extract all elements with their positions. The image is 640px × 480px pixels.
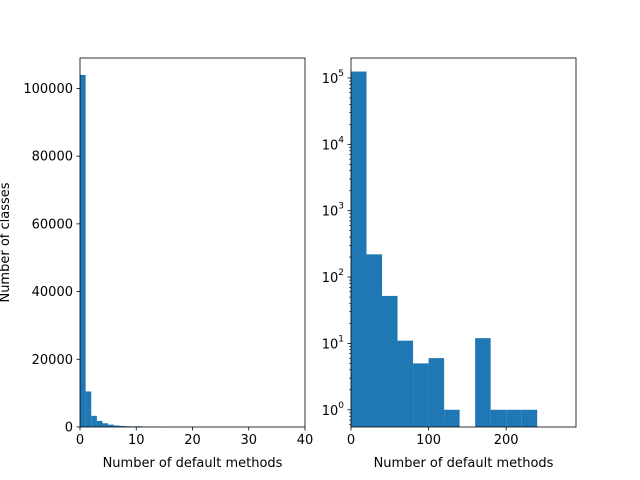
x-tick-label: 40 [297,433,314,448]
histogram-bar [113,425,120,427]
y-tick-label: 100000 [23,82,73,97]
right-x-axis-label: Number of default methods [374,456,554,471]
x-tick-label: 30 [240,433,257,448]
y-tick-label: 100 [322,401,345,419]
y-tick-label: 102 [322,268,344,286]
histogram-bar [108,424,114,427]
histogram-bar [506,409,522,427]
y-tick-label: 105 [322,69,344,87]
y-tick-label: 40000 [32,285,73,300]
histogram-bar [397,340,414,427]
right-axes-frame [350,57,577,428]
x-tick-label: 100 [416,433,441,448]
y-tick-label: 20000 [32,353,73,368]
x-tick-label: 10 [128,433,145,448]
y-tick-label: 103 [322,202,344,220]
x-tick-label: 0 [347,433,355,448]
histogram-bar [85,391,92,427]
left-x-ticks: 0 10 20 30 40 [76,427,313,448]
histogram-bar [475,338,491,427]
histogram-bar [382,295,398,427]
right-x-ticks: 0 100 200 [347,427,519,448]
histogram-bar [102,423,109,427]
histogram-bar [521,409,538,427]
histogram-bar [428,358,445,427]
x-tick-label: 200 [494,433,519,448]
log-histogram-bars [351,71,538,428]
x-tick-label: 0 [76,433,84,448]
histogram-bar [119,425,126,427]
histogram-bar [366,254,383,427]
y-tick-label: 104 [322,135,345,153]
histogram-bar [351,71,367,428]
y-tick-label: 101 [322,334,344,352]
histogram-bar [96,420,103,427]
x-tick-label: 20 [184,433,201,448]
left-y-ticks: 0 20000 40000 60000 80000 100000 [23,82,80,436]
linear-histogram-panel: 0 10 20 30 40 0 20000 40000 60000 80000 100000 Nu… [0,57,313,471]
y-tick-label: 80000 [32,150,73,165]
y-tick-label: 0 [65,421,73,436]
histogram-bar [490,409,507,427]
histogram-bar [80,74,86,428]
histogram-bar [444,409,460,427]
y-tick-label: 60000 [32,217,73,232]
left-y-axis-label: Number of classes [0,182,13,302]
left-x-axis-label: Number of default methods [103,456,283,471]
histogram-bar [413,363,429,427]
right-y-ticks: 100 101 102 103 104 105 [322,69,351,425]
histogram-bar [91,415,97,427]
